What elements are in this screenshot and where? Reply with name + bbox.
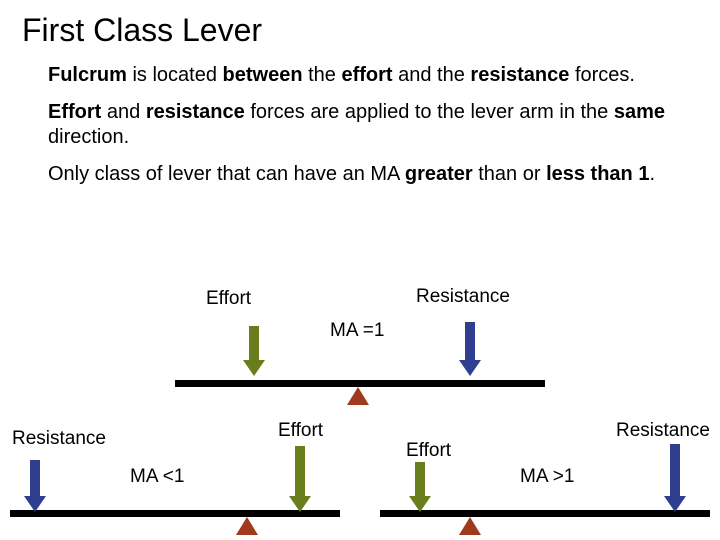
bullet-1: Fulcrum is located between the effort an…: [0, 57, 720, 94]
label-effort-right: Effort: [406, 440, 451, 462]
fulcrum-icon: [236, 517, 258, 535]
effort-arrow-icon: [243, 326, 265, 376]
label-ma-lt1: MA <1: [130, 466, 184, 488]
label-resistance-right: Resistance: [616, 420, 710, 442]
resistance-arrow-icon: [24, 460, 46, 512]
bullet-2: Effort and resistance forces are applied…: [0, 94, 720, 156]
label-ma-eq1: MA =1: [330, 320, 384, 342]
page-title: First Class Lever: [0, 0, 720, 57]
fulcrum-icon: [347, 387, 369, 405]
label-ma-gt1: MA >1: [520, 466, 574, 488]
bullet-3: Only class of lever that can have an MA …: [0, 156, 720, 193]
label-resistance-top: Resistance: [416, 286, 510, 308]
fulcrum-icon: [459, 517, 481, 535]
label-effort-mid: Effort: [278, 420, 323, 442]
resistance-arrow-icon: [664, 444, 686, 512]
resistance-arrow-icon: [459, 322, 481, 376]
label-effort-top: Effort: [206, 288, 251, 310]
effort-arrow-icon: [289, 446, 311, 512]
effort-arrow-icon: [409, 462, 431, 512]
label-resistance-left: Resistance: [12, 428, 106, 450]
lever-bar: [175, 380, 545, 387]
